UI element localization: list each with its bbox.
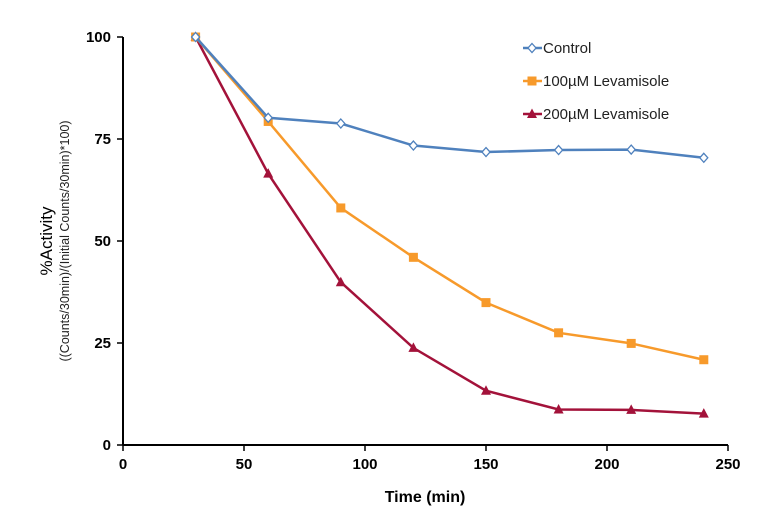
y-axis-label: %Activity bbox=[37, 206, 56, 275]
y-tick-label: 25 bbox=[94, 335, 111, 352]
data-point bbox=[263, 112, 274, 124]
data-point bbox=[408, 140, 419, 152]
x-tick-label: 100 bbox=[352, 456, 377, 473]
y-tick-label: 50 bbox=[94, 233, 111, 250]
x-tick-label: 0 bbox=[119, 456, 127, 473]
x-tick-label: 50 bbox=[236, 456, 253, 473]
data-point bbox=[336, 203, 346, 213]
legend-item: 200µM Levamisole bbox=[523, 106, 669, 123]
legend-label: 100µM Levamisole bbox=[543, 73, 669, 90]
legend-item: Control bbox=[523, 40, 591, 57]
y-axis-sublabel: ((Counts/30min)/(Initial Counts/30min)*1… bbox=[58, 120, 72, 361]
legend-marker bbox=[527, 42, 537, 54]
series-line bbox=[194, 36, 704, 160]
y-tick-label: 75 bbox=[94, 131, 111, 148]
data-point bbox=[190, 31, 201, 43]
legend-label: 200µM Levamisole bbox=[543, 106, 669, 123]
data-point bbox=[626, 404, 637, 414]
data-point bbox=[335, 118, 346, 129]
data-point bbox=[408, 342, 419, 352]
data-point bbox=[698, 152, 709, 164]
data-point bbox=[698, 408, 709, 418]
y-tick-label: 100 bbox=[86, 29, 111, 46]
data-point bbox=[626, 144, 637, 156]
legend-label: Control bbox=[543, 40, 591, 57]
data-point bbox=[408, 252, 418, 262]
data-point bbox=[263, 168, 274, 178]
data-point bbox=[554, 328, 564, 338]
data-point bbox=[481, 385, 491, 395]
series-line bbox=[194, 36, 705, 361]
data-point bbox=[553, 404, 564, 414]
x-tick-label: 150 bbox=[473, 456, 498, 473]
legend-marker bbox=[527, 108, 537, 118]
data-point bbox=[553, 144, 564, 156]
x-tick-label: 250 bbox=[715, 456, 740, 473]
y-tick-label: 0 bbox=[103, 437, 111, 454]
x-axis-label: Time (min) bbox=[385, 489, 466, 506]
series-line bbox=[194, 36, 704, 415]
legend-item: 100µM Levamisole bbox=[523, 73, 669, 90]
data-point bbox=[335, 276, 346, 287]
data-point bbox=[626, 338, 636, 348]
legend-marker bbox=[527, 76, 537, 86]
data-point bbox=[481, 146, 491, 158]
series-control bbox=[190, 31, 709, 164]
x-tick-label: 200 bbox=[594, 456, 619, 473]
series-200-m-levamisole bbox=[190, 31, 709, 418]
data-point bbox=[699, 355, 709, 365]
data-point bbox=[481, 298, 491, 308]
